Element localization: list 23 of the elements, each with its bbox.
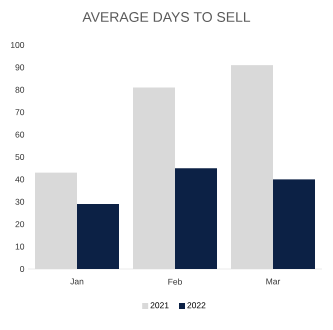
bar [35, 172, 77, 269]
y-tick-label: 30 [15, 198, 24, 205]
x-tick-label: Jan [70, 278, 84, 284]
bar [175, 168, 218, 269]
bar [231, 65, 274, 269]
x-tick-label: Mar [266, 278, 280, 284]
y-tick-label: 10 [16, 244, 24, 250]
y-tick-label: 20 [15, 221, 24, 228]
y-tick-label: 0 [20, 266, 24, 272]
y-tick-label: 90 [15, 64, 24, 70]
y-tick-label: 70 [16, 109, 24, 116]
y-tick-label: 40 [15, 176, 24, 182]
x-tick-label: Feb [168, 278, 182, 285]
bar [133, 88, 175, 269]
bar [273, 179, 316, 269]
chart-title: AVERAGE DAYS TO SELL [82, 12, 250, 22]
y-tick-label: 100 [10, 42, 24, 48]
y-tick-label: 80 [15, 86, 24, 93]
y-tick-label: 50 [15, 154, 24, 160]
y-tick-label: 60 [16, 132, 24, 138]
legend-label: 2021 [150, 302, 169, 308]
bar [77, 204, 119, 269]
legend-label: 2022 [187, 302, 206, 308]
